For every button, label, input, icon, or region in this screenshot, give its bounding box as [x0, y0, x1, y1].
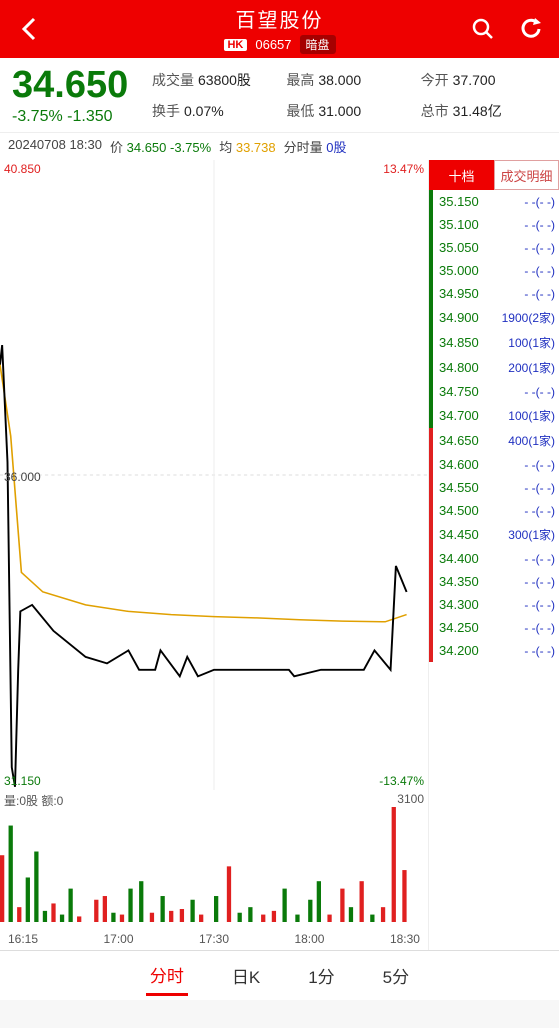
intraday-chart — [0, 160, 428, 790]
ask-row[interactable]: 35.050- -(- -) — [429, 236, 559, 259]
bid-row[interactable]: 34.400- -(- -) — [429, 547, 559, 570]
refresh-icon[interactable] — [517, 15, 545, 43]
price-change: -3.75% -1.350 — [12, 108, 152, 126]
ask-row[interactable]: 34.750- -(- -) — [429, 380, 559, 403]
ask-row[interactable]: 34.800200(1家) — [429, 355, 559, 380]
timeframe-tab[interactable]: 分时 — [146, 956, 188, 996]
order-tab-depth[interactable]: 十档 — [429, 160, 494, 190]
market-badge: HK — [223, 39, 247, 51]
order-book: 十档 成交明细 35.150- -(- -)35.100- -(- -)35.0… — [429, 160, 559, 950]
bid-row[interactable]: 34.500- -(- -) — [429, 499, 559, 522]
timeframe-tab[interactable]: 日K — [228, 957, 264, 994]
volume-chart — [0, 792, 428, 922]
back-button[interactable] — [14, 14, 44, 44]
bid-row[interactable]: 34.650400(1家) — [429, 428, 559, 453]
header-bar: 百望股份 HK 06657 暗盘 — [0, 0, 559, 58]
vol-value: 63800股 — [198, 72, 251, 88]
timeframe-tabs: 分时 日K 1分 5分 — [0, 950, 559, 1000]
low-value: 31.000 — [318, 103, 361, 119]
ask-row[interactable]: 35.150- -(- -) — [429, 190, 559, 213]
open-value: 37.700 — [453, 72, 496, 88]
chart-xaxis: 16:15 17:00 17:30 18:00 18:30 — [0, 932, 428, 946]
bid-row[interactable]: 34.550- -(- -) — [429, 476, 559, 499]
ask-row[interactable]: 34.850100(1家) — [429, 330, 559, 355]
bid-row[interactable]: 34.250- -(- -) — [429, 616, 559, 639]
status-datetime: 20240708 18:30 — [8, 137, 102, 156]
order-tab-trades[interactable]: 成交明细 — [494, 160, 559, 190]
chart-bot-right: -13.47% — [379, 774, 424, 788]
search-icon[interactable] — [469, 15, 497, 43]
chart-top-left: 40.850 — [4, 162, 41, 176]
header-center: 百望股份 HK 06657 暗盘 — [223, 4, 335, 54]
bid-row[interactable]: 34.600- -(- -) — [429, 453, 559, 476]
high-label: 最高 — [286, 72, 314, 88]
bid-row[interactable]: 34.350- -(- -) — [429, 570, 559, 593]
chart-mid: 36.000 — [4, 470, 41, 484]
ask-row[interactable]: 35.100- -(- -) — [429, 213, 559, 236]
status-bar: 20240708 18:30 价 34.650 -3.75% 均 33.738 … — [0, 132, 559, 160]
high-value: 38.000 — [318, 72, 361, 88]
chart-area[interactable]: 40.850 13.47% 36.000 31.150 -13.47% 量:0股… — [0, 160, 429, 950]
turn-label: 换手 — [152, 103, 180, 119]
chart-bot-left: 31.150 — [4, 774, 41, 788]
cap-label: 总市 — [421, 103, 449, 119]
dark-pool-badge: 暗盘 — [300, 35, 336, 54]
open-label: 今开 — [421, 72, 449, 88]
ask-row[interactable]: 35.000- -(- -) — [429, 259, 559, 282]
stock-code: 06657 — [255, 37, 291, 52]
timeframe-tab[interactable]: 5分 — [379, 957, 413, 994]
ask-row[interactable]: 34.700100(1家) — [429, 403, 559, 428]
bid-row[interactable]: 34.200- -(- -) — [429, 639, 559, 662]
chart-top-right: 13.47% — [383, 162, 424, 176]
ask-row[interactable]: 34.950- -(- -) — [429, 282, 559, 305]
timeframe-tab[interactable]: 1分 — [304, 957, 338, 994]
bid-row[interactable]: 34.450300(1家) — [429, 522, 559, 547]
vol-left-label: 量:0股 额:0 — [4, 792, 63, 809]
bid-row[interactable]: 34.300- -(- -) — [429, 593, 559, 616]
turn-value: 0.07% — [184, 103, 224, 119]
cap-value: 31.48亿 — [453, 103, 502, 119]
vol-label: 成交量 — [152, 72, 194, 88]
last-price: 34.650 — [12, 66, 152, 104]
ask-row[interactable]: 34.9001900(2家) — [429, 305, 559, 330]
stock-title: 百望股份 — [223, 4, 335, 33]
vol-right-label: 3100 — [397, 792, 424, 806]
low-label: 最低 — [286, 103, 314, 119]
quote-panel: 34.650 -3.75% -1.350 成交量63800股 最高38.000 … — [0, 58, 559, 132]
